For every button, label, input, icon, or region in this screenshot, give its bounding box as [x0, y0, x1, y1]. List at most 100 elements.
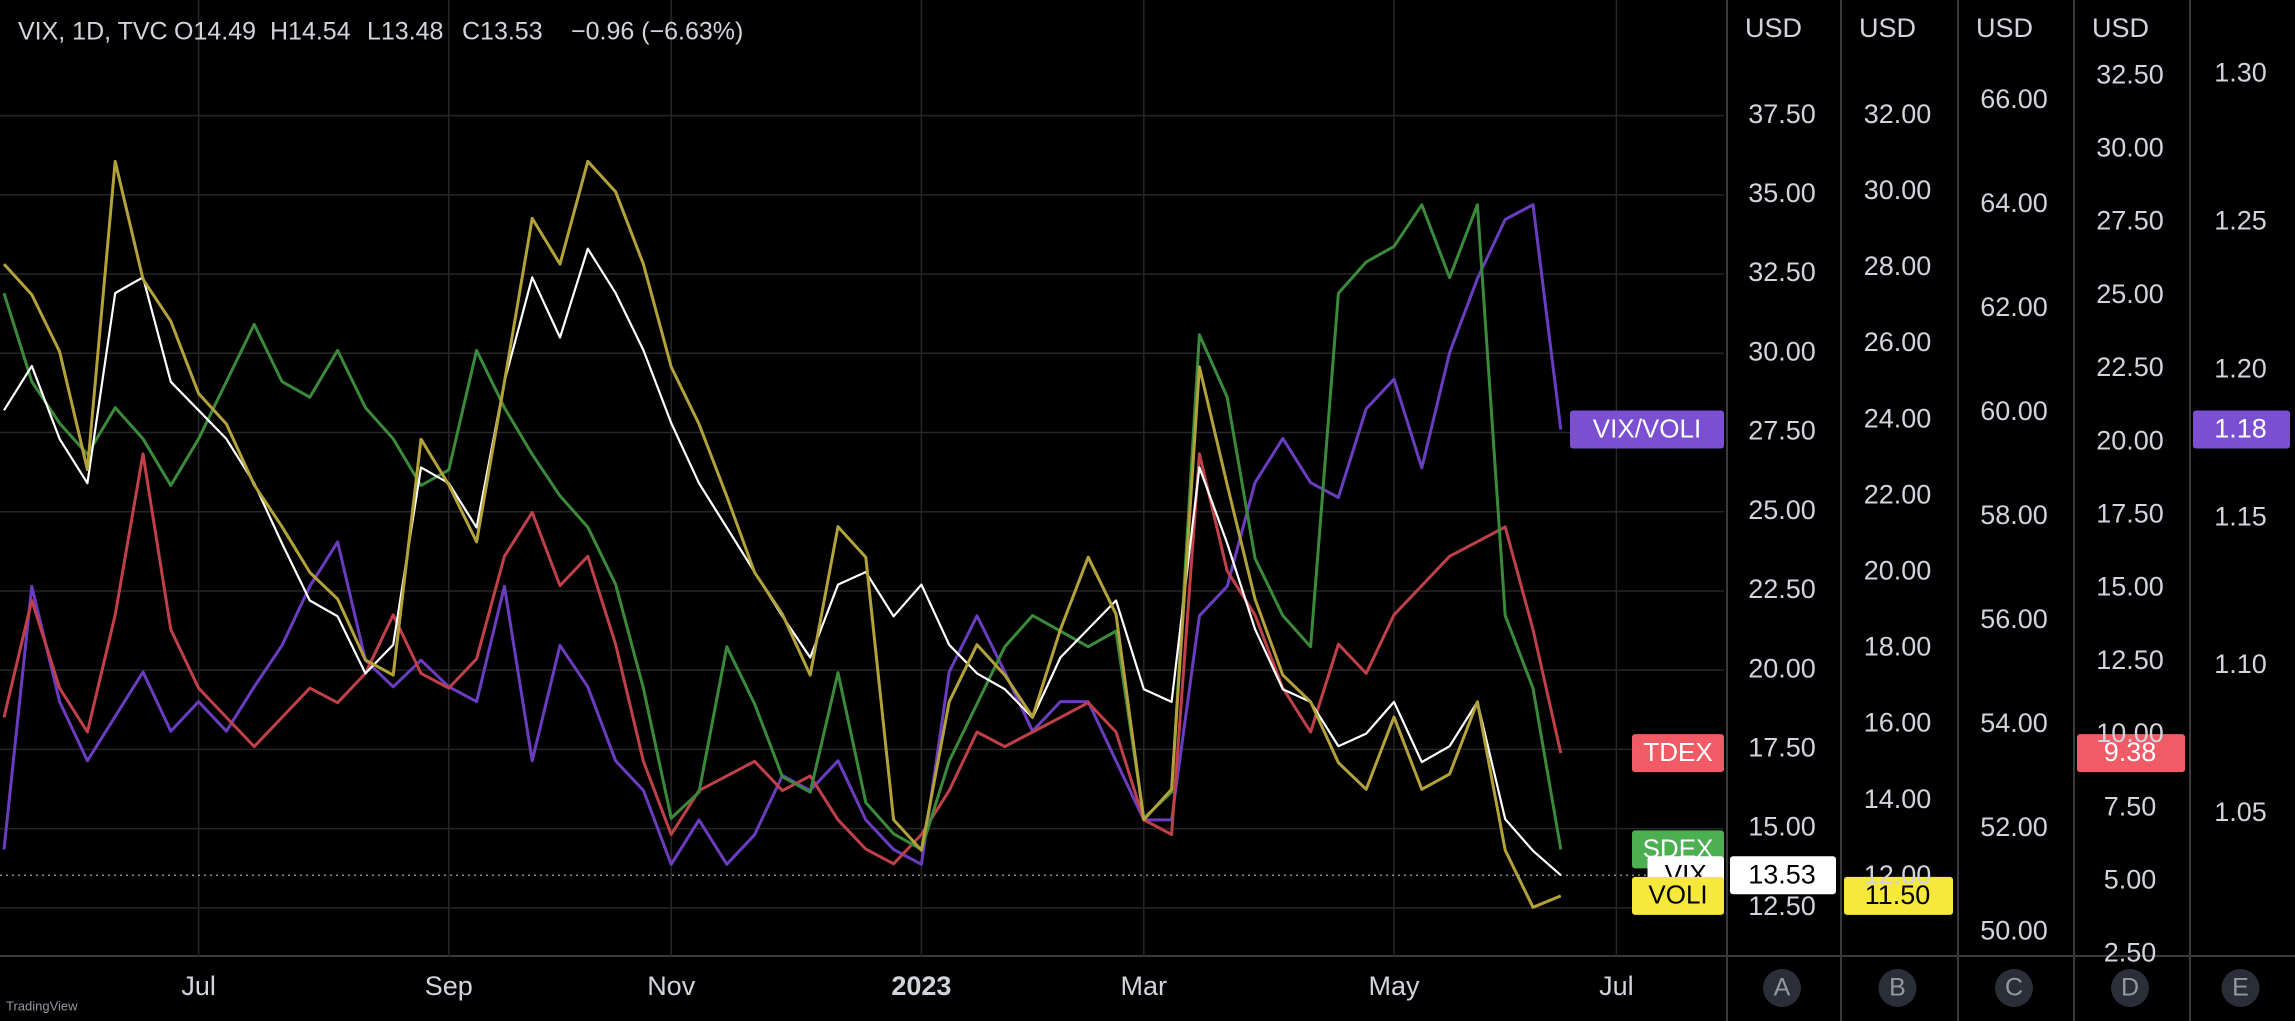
- plot: [2, 159, 1563, 909]
- y-tick-label: 16.00: [1864, 708, 1932, 738]
- y-tick-label: 60.00: [1980, 396, 2048, 426]
- y-tick-label: 2.50: [2104, 938, 2157, 968]
- y-tick-label: 27.50: [1748, 416, 1816, 446]
- y-tick-label: 7.50: [2104, 791, 2157, 821]
- series-name-tag: [1632, 734, 1724, 773]
- y-tick-label: 5.00: [2104, 864, 2157, 894]
- change: −0.96 (−6.63%): [571, 18, 743, 46]
- y-tick-label: 15.00: [1748, 812, 1816, 842]
- y-tick-label: 54.00: [1980, 708, 2048, 738]
- y-tick-label: 32.00: [1864, 99, 1932, 129]
- y-tick-label: 14.00: [1864, 784, 1932, 814]
- y-tick-label: 64.00: [1980, 188, 2048, 218]
- axis-id: B: [1889, 974, 1906, 1002]
- y-tick-label: 30.00: [1748, 336, 1816, 366]
- low: L13.48: [367, 18, 443, 46]
- y-tick-label: 27.50: [2096, 206, 2164, 236]
- y-tick-label: 1.20: [2214, 353, 2267, 383]
- series-name: VIX/VOLI: [1593, 413, 1701, 443]
- y-tick-label: 52.00: [1980, 812, 2048, 842]
- price-tag: [1844, 876, 1953, 915]
- axis-unit: USD: [1976, 13, 2033, 43]
- x-tick-label: Mar: [1121, 971, 1168, 1001]
- series-line: [2, 159, 1562, 909]
- watermark: TradingView: [6, 998, 78, 1013]
- price-label: 13.53: [1748, 859, 1816, 889]
- y-tick-label: 50.00: [1980, 916, 2048, 946]
- axis-badge: [1995, 969, 2033, 1007]
- y-tick-label: 20.00: [1864, 556, 1932, 586]
- y-tick-label: 1.30: [2214, 58, 2267, 88]
- y-tick-label: 17.50: [2096, 498, 2164, 528]
- x-tick-label: May: [1368, 971, 1420, 1001]
- high: H14.54: [270, 18, 351, 46]
- y-tick-label: 10.00: [2096, 718, 2164, 748]
- y-tick-label: 12.50: [2096, 645, 2164, 675]
- series-name-tag: [1570, 410, 1724, 449]
- y-tick-label: 22.50: [2096, 352, 2164, 382]
- y-tick-label: 22.00: [1864, 479, 1932, 509]
- y-tick-label: 12.50: [1748, 891, 1816, 921]
- x-tick-label: Jul: [181, 971, 216, 1001]
- price-label: 9.38: [2104, 737, 2157, 767]
- y-tick-label: 26.00: [1864, 327, 1932, 357]
- y-tick-label: 35.00: [1748, 178, 1816, 208]
- y-tick-label: 25.00: [2096, 279, 2164, 309]
- y-tick-label: 18.00: [1864, 632, 1932, 662]
- y-tick-label: 32.50: [1748, 257, 1816, 287]
- series-name: VOLI: [1648, 880, 1707, 910]
- axis-unit: USD: [1859, 13, 1916, 43]
- axis-unit: USD: [2092, 13, 2149, 43]
- y-tick-label: 20.00: [1748, 653, 1816, 683]
- series-line: [2, 203, 1563, 851]
- y-tick-label: 15.00: [2096, 572, 2164, 602]
- y-tick-label: 30.00: [2096, 132, 2164, 162]
- y-tick-label: 12.00: [1864, 860, 1932, 890]
- y-tick-label: 20.00: [2096, 425, 2164, 455]
- y-tick-label: 17.50: [1748, 733, 1816, 763]
- y-tick-label: 1.05: [2214, 797, 2267, 827]
- price-axes: USD A 12.50 15.00 17.50 20.00 22.50 25.00 27.50 3…: [1745, 13, 2267, 1007]
- axis-id: E: [2232, 974, 2249, 1002]
- y-tick-label: 58.00: [1980, 500, 2048, 530]
- x-tick-label: Nov: [647, 971, 696, 1001]
- series-name-tag: [1632, 876, 1724, 915]
- y-tick-label: 25.00: [1748, 495, 1816, 525]
- y-tick-label: 56.00: [1980, 604, 2048, 634]
- y-tick-label: 1.15: [2214, 501, 2267, 531]
- series-line: [2, 452, 1563, 866]
- x-tick-label: Sep: [425, 971, 473, 1001]
- axis-unit: USD: [1745, 13, 1802, 43]
- axis-id: C: [2005, 974, 2023, 1002]
- y-tick-label: 1.10: [2214, 649, 2267, 679]
- y-tick-label: 62.00: [1980, 292, 2048, 322]
- y-tick-label: 30.00: [1864, 175, 1932, 205]
- open: O14.49: [174, 18, 256, 46]
- axis-badge: [2111, 969, 2149, 1007]
- price-tag: [2193, 410, 2290, 449]
- axis-badge: [1763, 969, 1801, 1007]
- y-tick-label: 24.00: [1864, 403, 1932, 433]
- series-name: TDEX: [1643, 737, 1712, 767]
- price-label: 1.18: [2214, 414, 2267, 444]
- x-tick-label: Jul: [1599, 971, 1634, 1001]
- price-tag: [2077, 734, 2185, 773]
- close: C13.53: [462, 18, 543, 46]
- axis-id: D: [2121, 974, 2139, 1002]
- axis-badge: [1878, 969, 1917, 1007]
- price-label: 11.50: [1865, 880, 1931, 910]
- y-tick-label: 37.50: [1748, 99, 1816, 129]
- y-tick-label: 22.50: [1748, 574, 1816, 604]
- price-tag: [1730, 856, 1836, 895]
- y-tick-label: 66.00: [1980, 84, 2048, 114]
- y-tick-label: 28.00: [1864, 251, 1932, 281]
- y-tick-label: 32.50: [2096, 59, 2164, 89]
- y-tick-label: 1.25: [2214, 206, 2267, 236]
- axis-id: A: [1774, 974, 1791, 1002]
- x-tick-label: 2023: [891, 971, 951, 1001]
- symbol: VIX, 1D, TVC: [18, 18, 168, 46]
